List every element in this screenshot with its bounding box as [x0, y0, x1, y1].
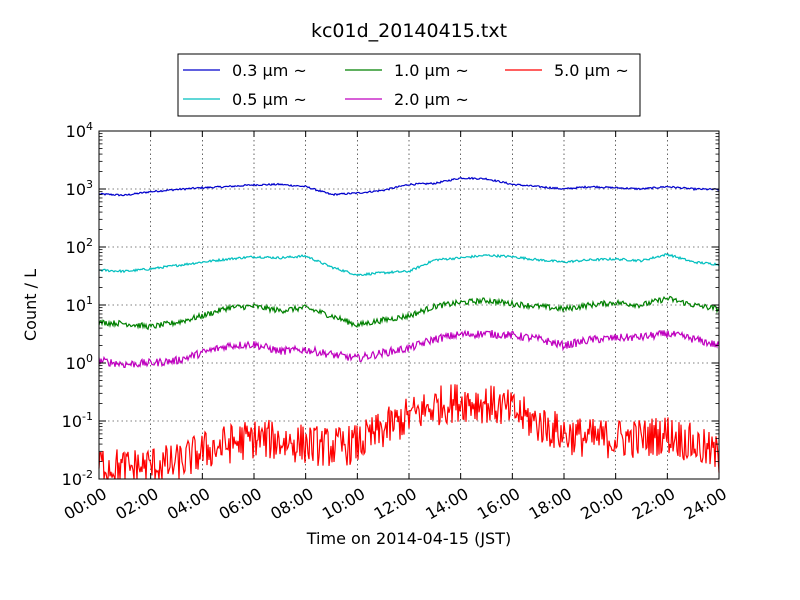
- y-tick-exponent: -1: [82, 410, 93, 423]
- y-tick-exponent: 1: [86, 294, 93, 307]
- legend-items: 0.3 μm ~ 0.5 μm ~ 1.0 μm ~ 2.0 μm ~ 5.0 μm ~: [183, 61, 629, 109]
- y-tick-label: 10-2: [62, 468, 93, 489]
- y-tick-base: 10: [66, 180, 86, 199]
- legend-label: 1.0 μm ~: [394, 61, 469, 80]
- y-axis-label: Count / L: [21, 269, 40, 341]
- series-line: [98, 329, 720, 368]
- y-tick-exponent: 4: [86, 120, 93, 133]
- series-layer: [98, 176, 720, 480]
- legend: 0.3 μm ~ 0.5 μm ~ 1.0 μm ~ 2.0 μm ~ 5.0 μm ~: [177, 53, 641, 117]
- y-tick-label: 104: [66, 120, 93, 141]
- y-tick-exponent: -2: [82, 468, 93, 481]
- y-tick-base: 10: [62, 412, 82, 431]
- y-tick-label: 10-1: [62, 410, 93, 431]
- series-line: [98, 176, 720, 197]
- y-tick-label: 102: [66, 236, 93, 257]
- legend-frame: [177, 53, 641, 117]
- legend-label: 5.0 μm ~: [554, 61, 629, 80]
- y-tick-base: 10: [66, 122, 86, 141]
- legend-label: 0.3 μm ~: [232, 61, 307, 80]
- legend-label: 0.5 μm ~: [232, 90, 307, 109]
- series-line: [98, 384, 720, 480]
- y-tick-exponent: 0: [86, 352, 93, 365]
- y-tick-base: 10: [66, 238, 86, 257]
- y-tick-label: 100: [66, 352, 93, 373]
- x-axis-label: Time on 2014-04-15 (JST): [306, 529, 511, 548]
- y-tick-base: 10: [62, 470, 82, 489]
- y-tick-label: 103: [66, 178, 93, 199]
- y-tick-exponent: 2: [86, 236, 93, 249]
- y-tick-base: 10: [66, 296, 86, 315]
- y-tick-exponent: 3: [86, 178, 93, 191]
- y-tick-label: 101: [66, 294, 93, 315]
- series-line: [98, 295, 720, 331]
- y-tick-base: 10: [66, 354, 86, 373]
- legend-label: 2.0 μm ~: [394, 90, 469, 109]
- chart-title: kc01d_20140415.txt: [311, 20, 507, 42]
- series-line: [98, 253, 720, 277]
